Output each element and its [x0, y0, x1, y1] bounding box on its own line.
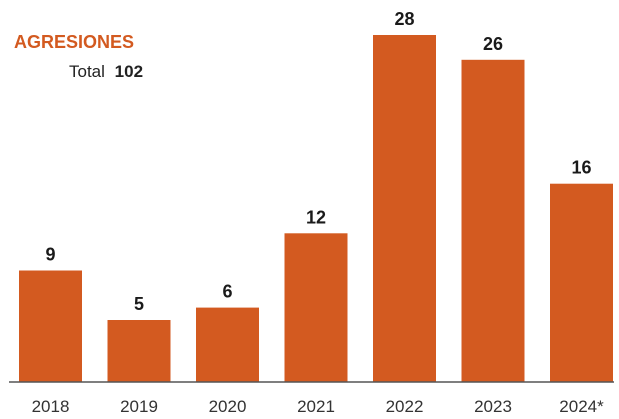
- bar-2018: [19, 270, 82, 382]
- value-label-2024*: 16: [571, 158, 591, 178]
- bars-group: 9 2018 5 2019 6 2020 12 2021 28 2022 26 2023 16 2024*: [19, 9, 613, 416]
- x-tick-label-2018: 2018: [32, 397, 70, 416]
- x-tick-label-2019: 2019: [120, 397, 158, 416]
- value-label-2020: 6: [222, 282, 232, 302]
- bar-2020: [196, 307, 259, 382]
- x-tick-label-2023: 2023: [474, 397, 512, 416]
- bar-2024*: [550, 183, 613, 382]
- total-value: 102: [115, 62, 143, 81]
- bar-2023: [461, 59, 525, 383]
- x-tick-label-2024*: 2024*: [559, 397, 604, 416]
- chart-subtitle: Total 102: [69, 62, 143, 81]
- x-tick-label-2021: 2021: [297, 397, 335, 416]
- bar-2021: [284, 233, 348, 382]
- value-label-2018: 9: [45, 245, 55, 265]
- total-label: Total: [69, 62, 105, 81]
- x-tick-label-2020: 2020: [209, 397, 247, 416]
- value-label-2022: 28: [394, 9, 414, 29]
- value-label-2023: 26: [483, 34, 503, 54]
- value-label-2019: 5: [134, 294, 144, 314]
- bar-2022: [373, 35, 436, 382]
- value-label-2021: 12: [306, 207, 326, 227]
- x-tick-label-2022: 2022: [386, 397, 424, 416]
- chart-title: AGRESIONES: [14, 32, 134, 52]
- bar-2019: [107, 320, 171, 382]
